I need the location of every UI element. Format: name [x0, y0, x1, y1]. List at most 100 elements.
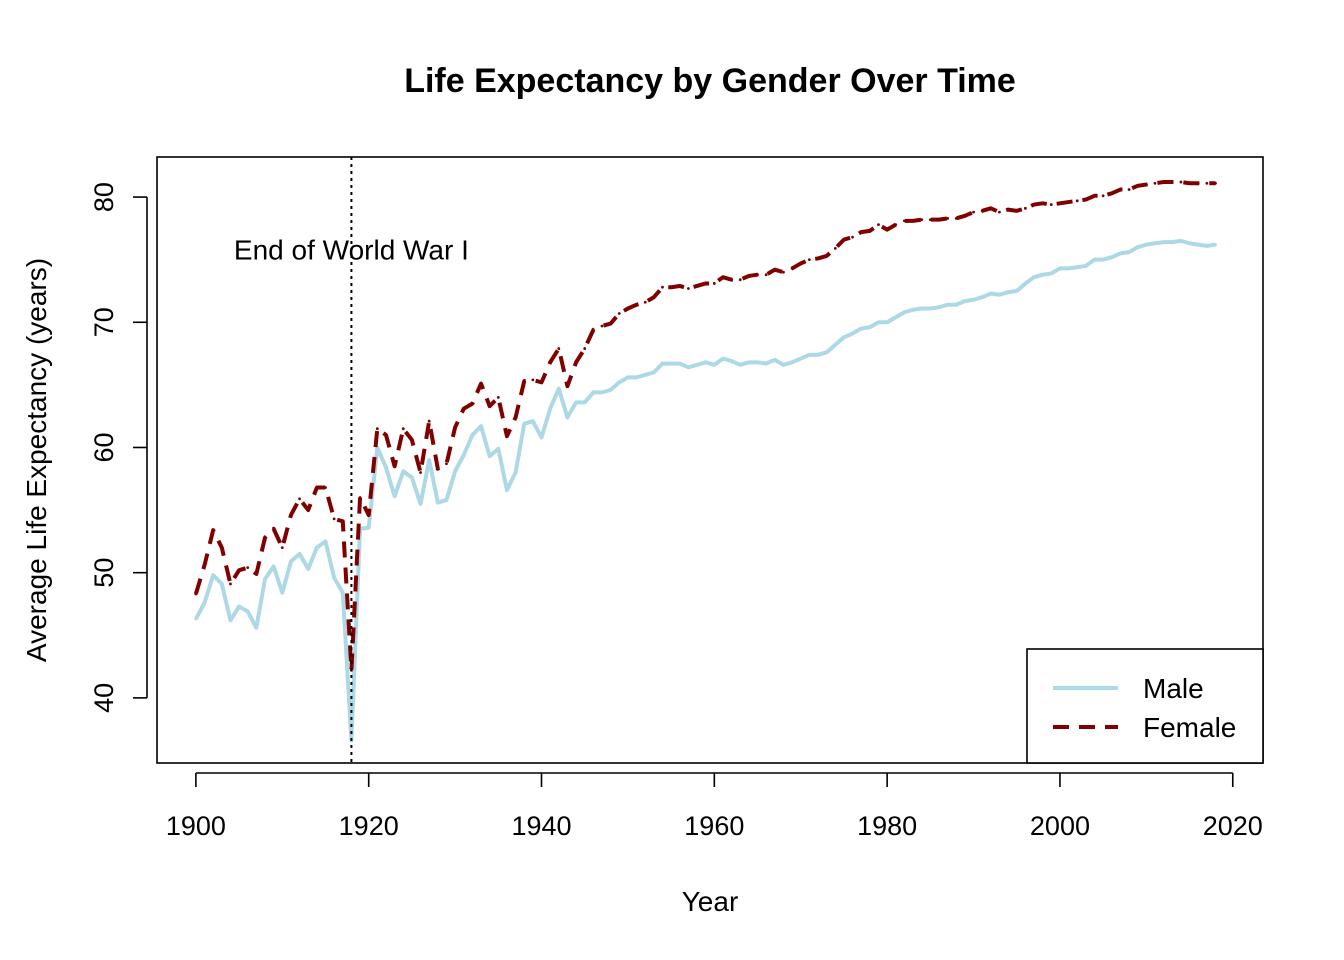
data-point-female	[764, 273, 768, 277]
data-point-female	[272, 527, 276, 531]
data-point-male	[220, 582, 224, 586]
data-point-female	[1023, 206, 1027, 210]
data-point-male	[436, 501, 440, 504]
data-point-female	[1058, 201, 1062, 205]
data-point-female	[514, 416, 517, 419]
data-point-female	[341, 519, 345, 523]
data-point-male	[1196, 243, 1200, 247]
data-point-male	[246, 610, 250, 613]
data-point-male	[401, 469, 405, 473]
data-point-male	[229, 618, 232, 622]
data-point-male	[1188, 241, 1191, 245]
data-point-female	[635, 303, 638, 307]
data-point-male	[574, 401, 578, 404]
data-point-male	[1058, 267, 1062, 270]
data-point-male	[237, 605, 241, 608]
legend-label-male: Male	[1143, 673, 1204, 704]
data-point-male	[747, 360, 751, 364]
data-point-female	[730, 278, 733, 282]
data-point-female	[194, 592, 198, 596]
y-tick-label: 50	[89, 558, 119, 588]
data-point-male	[531, 419, 535, 423]
data-point-male	[289, 560, 293, 563]
series-male	[194, 238, 1217, 743]
data-point-female	[436, 467, 440, 471]
data-point-male	[410, 476, 414, 479]
data-point-male	[315, 546, 319, 550]
data-point-male	[790, 360, 794, 364]
data-point-female	[1136, 184, 1140, 188]
data-point-female	[367, 513, 371, 517]
data-point-female	[583, 347, 587, 350]
data-point-male	[384, 466, 388, 469]
data-point-female	[842, 238, 846, 242]
data-point-female	[851, 235, 854, 239]
data-point-male	[730, 359, 733, 363]
data-point-male	[462, 453, 466, 457]
data-point-male	[1119, 252, 1122, 255]
data-point-male	[626, 375, 630, 379]
y-tick-label: 70	[89, 307, 119, 337]
data-point-female	[332, 517, 336, 521]
data-point-female	[920, 218, 924, 222]
data-point-male	[298, 552, 301, 556]
data-point-female	[704, 282, 708, 285]
annotation-text: End of World War I	[234, 235, 469, 266]
data-point-male	[1162, 240, 1166, 244]
plot-area-frame	[156, 156, 1264, 764]
data-point-female	[885, 228, 889, 232]
data-point-male	[1067, 267, 1070, 270]
data-point-female	[1162, 180, 1166, 184]
data-point-male	[1084, 264, 1088, 268]
data-point-male	[566, 416, 569, 419]
data-point-female	[877, 223, 880, 227]
y-axis: 40 50 60 70 80	[89, 182, 148, 713]
data-point-male	[583, 401, 587, 404]
data-point-male	[1032, 275, 1036, 279]
data-point-female	[505, 434, 509, 438]
data-point-male	[799, 357, 803, 360]
data-point-male	[306, 567, 310, 571]
data-point-male	[280, 591, 284, 595]
x-tick-label: 1920	[339, 811, 399, 841]
data-point-male	[764, 362, 768, 365]
data-point-male	[712, 363, 716, 367]
data-point-male	[842, 335, 846, 339]
data-point-male	[211, 573, 215, 577]
data-point-male	[609, 388, 613, 392]
data-point-female	[488, 404, 492, 408]
legend: Male Female	[1026, 648, 1264, 764]
x-tick-label: 1900	[166, 811, 226, 841]
data-point-male	[1101, 258, 1105, 262]
data-point-female	[1119, 188, 1122, 191]
data-point-female	[937, 218, 941, 222]
data-point-female	[1196, 181, 1200, 185]
data-point-female	[298, 497, 301, 501]
data-point-male	[470, 433, 474, 437]
data-point-female	[401, 427, 405, 431]
data-point-female	[410, 438, 414, 442]
data-point-female	[246, 566, 250, 570]
data-point-male	[687, 365, 690, 369]
data-point-female	[1205, 181, 1209, 185]
data-point-female	[203, 563, 206, 567]
data-point-male	[1144, 243, 1148, 247]
data-point-male	[617, 380, 621, 384]
data-point-female	[453, 426, 457, 429]
data-point-female	[531, 378, 535, 382]
data-point-female	[894, 223, 898, 227]
x-axis-label: Year	[682, 886, 739, 917]
data-point-female	[980, 209, 984, 213]
data-point-male	[505, 488, 509, 492]
data-point-female	[470, 402, 474, 406]
data-point-female	[1075, 199, 1079, 203]
series-female	[193, 180, 1217, 673]
y-tick-label: 80	[89, 182, 119, 212]
data-point-female	[315, 486, 319, 489]
data-point-male	[1136, 245, 1140, 249]
data-point-male	[773, 358, 777, 362]
data-point-male	[591, 390, 595, 394]
data-point-male	[1041, 273, 1045, 277]
data-point-female	[687, 287, 690, 290]
data-point-male	[669, 362, 673, 365]
